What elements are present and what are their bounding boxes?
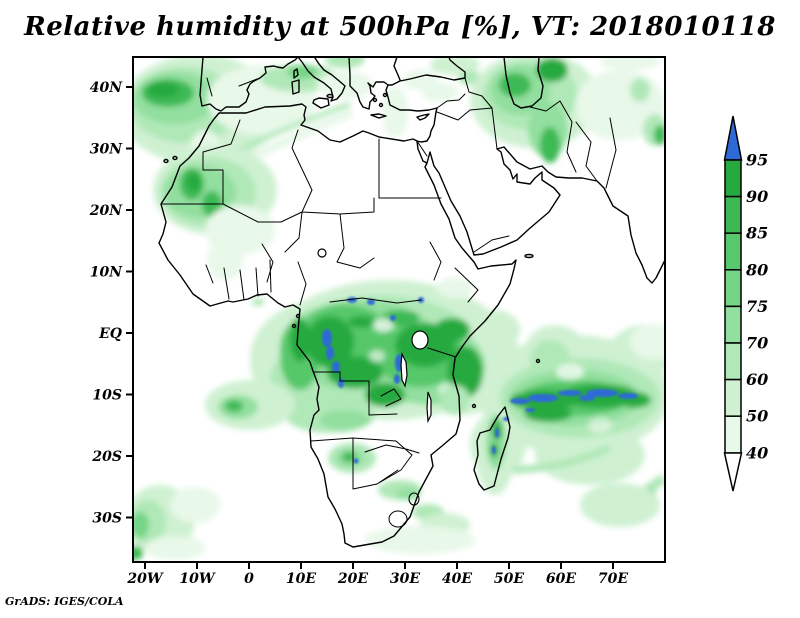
colorbar-label: 70 <box>746 334 768 353</box>
y-tick-label: 20N <box>89 203 123 219</box>
y-tick-label: EQ <box>98 326 122 342</box>
x-tick-label: 20E <box>337 571 368 587</box>
y-tick-label: 10S <box>92 388 122 404</box>
colorbar-segment <box>724 269 742 308</box>
colorbar-segment <box>724 378 742 417</box>
colorbar: 95 90 85 80 75 70 60 50 40 <box>723 115 768 492</box>
y-axis-labels: 40N 30N 20N 10N EQ 10S 20S 30S <box>89 80 123 527</box>
axis-ticks <box>126 86 614 569</box>
x-tick-label: 60E <box>546 571 576 587</box>
colorbar-label: 90 <box>746 187 768 206</box>
grads-credit: GrADS: IGES/COLA <box>5 595 124 608</box>
x-tick-label: 50E <box>494 571 524 587</box>
x-axis-labels: 20W 10W 0 10E 20E 30E 40E 50E 60E 70E <box>126 571 628 587</box>
x-tick-label: 20W <box>126 571 163 587</box>
colorbar-label: 95 <box>746 151 768 170</box>
country-borders <box>160 77 617 528</box>
colorbar-label: 40 <box>746 444 768 463</box>
y-tick-label: 30S <box>92 511 122 527</box>
plot-title: Relative humidity at 500hPa [%], VT: 201… <box>24 12 776 42</box>
colorbar-label: 60 <box>746 370 768 389</box>
colorbar-segment <box>724 232 742 271</box>
y-tick-label: 30N <box>90 142 123 158</box>
humidity-field <box>133 57 665 560</box>
colorbar-label: 50 <box>746 407 768 426</box>
colorbar-segment <box>724 342 742 381</box>
colorbar-label: 85 <box>745 224 768 243</box>
x-tick-label: 70E <box>598 571 628 587</box>
y-tick-label: 40N <box>90 80 123 96</box>
colorbar-segment <box>724 195 742 234</box>
map-frame <box>132 56 666 563</box>
colorbar-segment <box>724 159 742 198</box>
colorbar-label: 75 <box>746 297 768 316</box>
colorbar-under-arrow <box>723 452 743 492</box>
y-tick-label: 10N <box>90 265 123 281</box>
colorbar-segment <box>724 415 742 454</box>
x-tick-label: 30E <box>390 571 420 587</box>
colorbar-label: 80 <box>745 260 768 279</box>
colorbar-over-arrow <box>723 115 743 161</box>
y-tick-label: 20S <box>91 449 122 465</box>
colorbar-labels: 95 90 85 80 75 70 60 50 40 <box>745 151 768 463</box>
x-tick-label: 0 <box>244 571 254 587</box>
coastlines <box>158 57 665 548</box>
x-tick-label: 10W <box>179 571 215 587</box>
colorbar-segment <box>724 305 742 344</box>
x-tick-label: 10E <box>286 571 316 587</box>
x-tick-label: 40E <box>442 571 472 587</box>
lakes <box>317 248 432 424</box>
